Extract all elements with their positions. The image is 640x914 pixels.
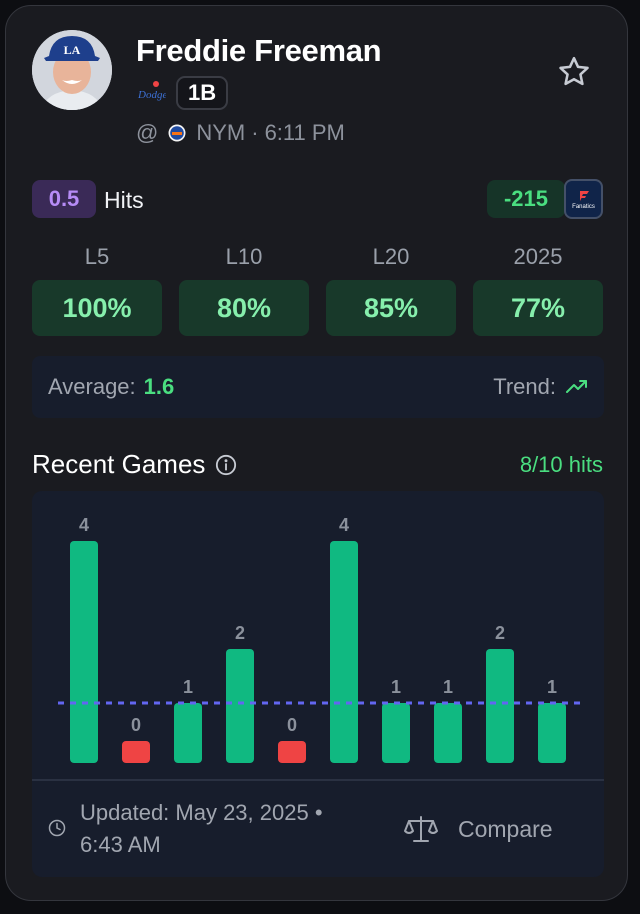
- bar-value-label: 1: [443, 677, 453, 697]
- average-trend-row: Average: 1.6 Trend:: [32, 356, 604, 418]
- updated-text: Updated: May 23, 2025 • 6:43 AM: [80, 800, 323, 857]
- trend: Trend:: [493, 374, 588, 400]
- sportsbook-name: Fanatics: [572, 203, 595, 210]
- bar-value-label: 2: [495, 623, 505, 643]
- svg-text:LA: LA: [64, 43, 81, 57]
- scale-icon: [404, 816, 438, 842]
- bar-value-label: 1: [183, 677, 193, 697]
- position-badge: 1B: [176, 76, 229, 110]
- chart-bar[interactable]: [278, 741, 306, 763]
- bar-value-label: 1: [391, 677, 401, 697]
- trend-label: Trend:: [493, 374, 556, 399]
- average-label: Average:: [48, 374, 136, 399]
- average-value: 1.6: [143, 374, 175, 399]
- trend-up-icon: [566, 380, 587, 393]
- info-icon[interactable]: [215, 454, 237, 476]
- star-icon: [559, 56, 589, 86]
- split-label: 2025: [513, 244, 563, 269]
- bar-value-label: 1: [547, 677, 557, 697]
- split-l10: L10 80%: [179, 242, 309, 336]
- bar-value-label: 4: [339, 515, 349, 535]
- bar-value-label: 0: [131, 715, 141, 735]
- compare-label: Compare: [458, 815, 553, 842]
- recent-games-chart: 4 0 1 2 0 4 1 1 2 1: [58, 515, 580, 763]
- chart-divider: [32, 779, 604, 781]
- chart-bar[interactable]: [174, 703, 202, 763]
- fanatics-logo-icon: [579, 190, 589, 201]
- updated-info: Updated: May 23, 2025 • 6:43 AM: [48, 797, 370, 861]
- split-label: L20: [372, 244, 410, 269]
- chart-bar[interactable]: [486, 649, 514, 763]
- chart-bar[interactable]: [122, 741, 150, 763]
- bar-value-label: 0: [287, 715, 297, 735]
- recent-games-heading: Recent Games: [32, 449, 206, 479]
- mets-logo-icon: [168, 124, 186, 142]
- chart-bar[interactable]: [330, 541, 358, 763]
- bar-value-label: 2: [235, 623, 245, 643]
- split-label: L10: [225, 244, 263, 269]
- split-value: 77%: [473, 280, 603, 336]
- player-avatar: LA: [32, 30, 112, 110]
- average: Average: 1.6: [48, 374, 174, 400]
- prop-line-badge: 0.5: [32, 180, 96, 218]
- compare-button[interactable]: Compare: [404, 809, 553, 849]
- split-label: L5: [84, 244, 110, 269]
- game-time: 6:11 PM: [264, 120, 345, 145]
- chart-bar[interactable]: [382, 703, 410, 763]
- split-value: 80%: [179, 280, 309, 336]
- clock-icon: [48, 819, 66, 837]
- hit-rate: 8/10 hits: [519, 452, 603, 477]
- split-season: 2025 77%: [473, 242, 603, 336]
- prop-stat-label: Hits: [104, 187, 144, 213]
- chart-bar[interactable]: [538, 703, 566, 763]
- recent-games-panel: 4 0 1 2 0 4 1 1 2 1 Updated: May 23, 2025 • 6:43 …: [32, 491, 604, 877]
- chart-bar[interactable]: [226, 649, 254, 763]
- matchup: @ NYM · 6:11 PM: [136, 120, 345, 146]
- split-value: 85%: [326, 280, 456, 336]
- sportsbook-logo[interactable]: Fanatics: [564, 179, 603, 219]
- split-value: 100%: [32, 280, 162, 336]
- player-prop-card: LA Freddie Freeman Dodgers 1B @ NYM · 6:…: [5, 5, 628, 901]
- chart-bar[interactable]: [70, 541, 98, 763]
- split-l20: L20 85%: [326, 242, 456, 336]
- bar-value-label: 4: [79, 515, 89, 535]
- matchup-prefix: @: [136, 120, 159, 145]
- matchup-separator: ·: [251, 120, 259, 145]
- player-name: Freddie Freeman: [136, 33, 382, 68]
- split-l5: L5 100%: [32, 242, 162, 336]
- opponent-team: NYM: [196, 120, 246, 145]
- favorite-button[interactable]: [556, 54, 592, 90]
- dodgers-logo-icon: Dodgers: [136, 78, 176, 104]
- svg-text:Dodgers: Dodgers: [137, 89, 166, 101]
- chart-bar[interactable]: [434, 703, 462, 763]
- odds-button[interactable]: -215: [487, 180, 565, 218]
- recent-games-title: Recent Games: [32, 449, 237, 480]
